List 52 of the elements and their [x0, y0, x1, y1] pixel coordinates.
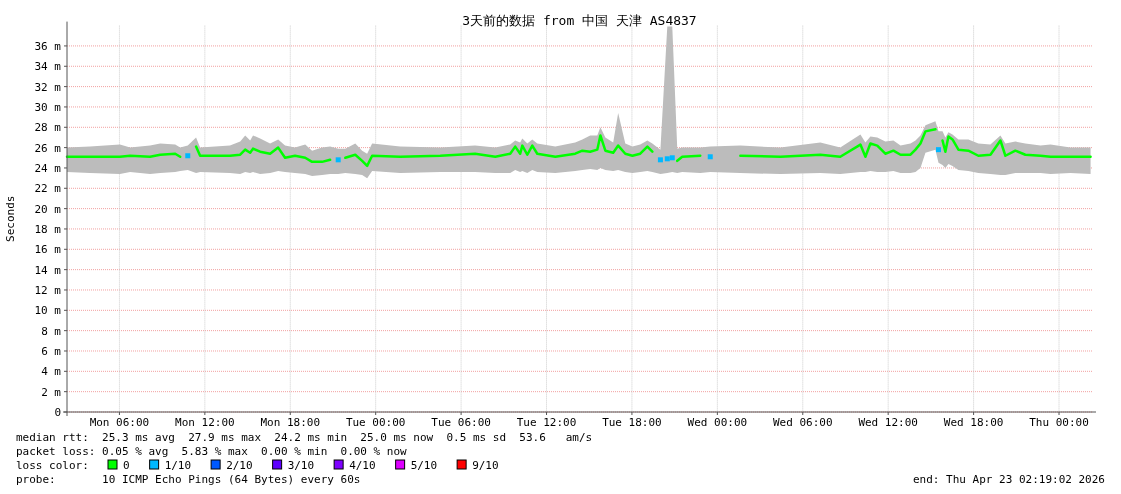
legend-label: 3/10 — [287, 459, 315, 472]
x-tick-label: Mon 06:00 — [89, 416, 150, 429]
y-tick-label: 4 m — [41, 365, 62, 379]
y-tick-label: 6 m — [41, 344, 62, 358]
chart-title: 3天前的数据 from 中国 天津 AS4837 — [462, 13, 697, 28]
legend-label: 1/10 — [164, 459, 192, 472]
y-tick-label: 26 m — [34, 141, 62, 155]
y-tick-label: 0 — [54, 406, 61, 419]
point — [185, 153, 191, 159]
y-tick-label: 34 m — [34, 60, 62, 74]
x-tick-label: Thu 00:00 — [1029, 416, 1089, 429]
point — [669, 155, 675, 161]
y-tick-label: 10 m — [34, 304, 62, 318]
text: end: Thu Apr 23 02:19:02 2026 — [912, 473, 1105, 486]
y-tick-label: 24 m — [34, 161, 62, 175]
x-tick-label: Wed 12:00 — [858, 416, 918, 429]
point — [707, 154, 713, 160]
y-tick-label: 18 m — [34, 222, 62, 236]
x-tick-label: Wed 18:00 — [943, 416, 1004, 429]
x-tick-label: Mon 18:00 — [260, 416, 321, 429]
y-tick-label: 36 m — [34, 39, 62, 53]
y-tick-label: 28 m — [34, 121, 62, 135]
legend-label: 5/10 — [410, 459, 438, 472]
y-axis-title: Seconds — [4, 195, 17, 242]
y-tick-label: 2 m — [41, 385, 62, 399]
x-tick-label: Tue 18:00 — [602, 416, 662, 429]
legend-label: 2/10 — [226, 459, 253, 472]
y-tick-label: 30 m — [34, 100, 62, 114]
x-tick-label: Tue 06:00 — [431, 416, 491, 429]
y-tick-label: 12 m — [34, 283, 62, 297]
x-tick-label: Wed 06:00 — [772, 416, 833, 429]
point — [935, 147, 941, 153]
y-tick-label: 32 m — [34, 80, 62, 94]
x-tick-label: Tue 12:00 — [516, 416, 577, 429]
x-tick-label: Tue 00:00 — [345, 416, 406, 429]
legend-label: 9/10 — [472, 459, 499, 472]
legend-title: loss color: — [16, 459, 89, 472]
point — [335, 157, 341, 163]
point — [657, 157, 663, 163]
text: median rtt: 25.3 ms avg 27.9 ms max 24.2 ms min 25.0 ms now 0.5 ms sd 53.6 am/s — [16, 431, 593, 444]
y-tick-label: 22 m — [34, 182, 62, 196]
legend-label: 4/10 — [349, 459, 376, 472]
x-tick-label: Wed 00:00 — [687, 416, 748, 429]
y-tick-label: 8 m — [41, 324, 62, 338]
text: packet loss: 0.05 % avg 5.83 % max 0.00 % min 0.00 % now — [16, 445, 408, 458]
y-tick-label: 14 m — [34, 263, 62, 277]
point — [664, 156, 670, 162]
y-tick-label: 16 m — [34, 243, 62, 257]
x-tick-label: Mon 12:00 — [175, 416, 235, 429]
legend-label: 0 — [123, 459, 130, 472]
y-tick-label: 20 m — [34, 202, 62, 216]
text: probe: 10 ICMP Echo Pings (64 Bytes) every 60s — [16, 473, 361, 486]
